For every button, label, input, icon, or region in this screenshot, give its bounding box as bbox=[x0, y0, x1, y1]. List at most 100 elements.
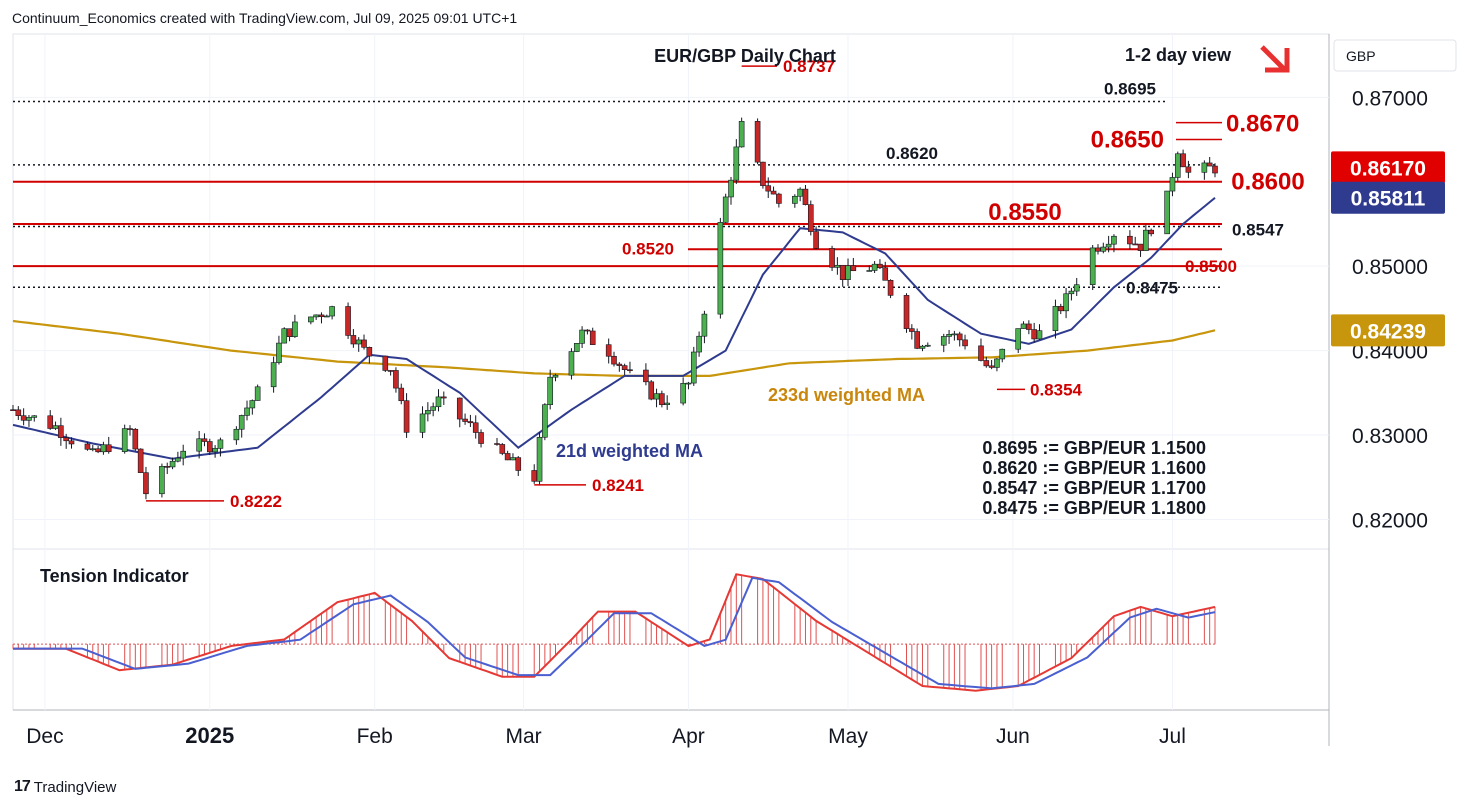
candle-body bbox=[254, 386, 261, 401]
indicator-pane-border bbox=[12, 548, 1330, 711]
candle-body bbox=[510, 457, 516, 461]
candle-body bbox=[292, 321, 298, 337]
candle-body bbox=[127, 428, 133, 430]
candle-body bbox=[813, 231, 819, 249]
candle-body bbox=[393, 370, 399, 389]
candle-body bbox=[696, 335, 702, 353]
currency-box[interactable] bbox=[1333, 39, 1457, 72]
candle-body bbox=[738, 121, 745, 148]
candle-body bbox=[1127, 235, 1133, 245]
candle-body bbox=[121, 428, 128, 452]
candle-body bbox=[882, 267, 889, 281]
ma233-label: 233d weighted MA bbox=[768, 385, 925, 405]
time-tick-label: Apr bbox=[672, 725, 705, 748]
candle-body bbox=[515, 457, 522, 471]
tension-line-slow bbox=[13, 576, 1216, 690]
chart-credit: Continuum_Economics created with Trading… bbox=[12, 10, 518, 26]
candle-body bbox=[1015, 328, 1022, 350]
time-tick-label: 2025 bbox=[185, 723, 234, 748]
candle-body bbox=[281, 328, 288, 344]
candle-body bbox=[871, 263, 878, 271]
annotation-label: 0.8241 bbox=[592, 476, 644, 495]
candle-body bbox=[350, 335, 357, 345]
candle-body bbox=[962, 339, 968, 347]
candle-body bbox=[839, 264, 846, 280]
candle-body bbox=[770, 190, 777, 195]
price-axis: 0.870000.850000.840000.830000.820000.861… bbox=[1331, 87, 1445, 532]
candle-body bbox=[180, 450, 186, 459]
candle-body bbox=[217, 439, 224, 449]
conversion-row: 0.8547 := GBP/EUR 1.1700 bbox=[982, 478, 1206, 498]
candle-body bbox=[212, 448, 218, 453]
tradingview-logo[interactable]: 17 TradingView bbox=[14, 778, 116, 796]
candle-body bbox=[951, 333, 958, 336]
candle-body bbox=[664, 402, 670, 405]
candle-body bbox=[1052, 306, 1059, 331]
candle-body bbox=[387, 370, 394, 372]
annotation-label: 0.8737 bbox=[783, 57, 835, 76]
candle-body bbox=[648, 381, 655, 400]
candle-body bbox=[1100, 246, 1107, 252]
candle-body bbox=[456, 397, 463, 420]
candle-body bbox=[1073, 284, 1080, 292]
ma21-line bbox=[12, 197, 1216, 460]
candle-body bbox=[1206, 162, 1213, 167]
candle-body bbox=[1164, 190, 1170, 235]
candle-body bbox=[829, 248, 835, 268]
candle-body bbox=[994, 358, 1000, 368]
candle-body bbox=[605, 344, 612, 357]
candle-body bbox=[914, 331, 920, 349]
candle-body bbox=[313, 314, 319, 318]
tradingview-logo-icon: 17 bbox=[14, 778, 31, 795]
candle-body bbox=[1169, 177, 1176, 192]
conversion-table: 0.8695 := GBP/EUR 1.1500 0.8620 := GBP/E… bbox=[982, 438, 1206, 518]
candle-body bbox=[1105, 243, 1112, 248]
level-label: 0.8695 bbox=[1104, 80, 1156, 99]
candle-body bbox=[20, 415, 27, 421]
candle-body bbox=[1031, 329, 1037, 340]
price-badge-label: 0.84239 bbox=[1350, 320, 1426, 343]
candle-body bbox=[286, 328, 293, 337]
candle-body bbox=[909, 328, 915, 332]
candle-body bbox=[100, 444, 107, 453]
time-axis: Dec 2025 Feb Mar Apr May Jun Jul bbox=[26, 723, 1186, 748]
candle-body bbox=[1180, 153, 1186, 168]
candle-body bbox=[531, 470, 538, 482]
candle-body bbox=[425, 410, 431, 415]
candle-body bbox=[52, 425, 59, 429]
candle-body bbox=[568, 351, 575, 376]
candle-body bbox=[419, 413, 426, 433]
candle-body bbox=[270, 362, 277, 388]
levels-layer: 0.8695 0.8620 0.8600 0.8550 0.8547 0.8520 0.85… bbox=[13, 80, 1305, 297]
candle-body bbox=[159, 466, 165, 495]
candle-body bbox=[866, 270, 873, 272]
chart-title: EUR/GBP Daily Chart bbox=[654, 46, 836, 66]
level-label: 0.8547 bbox=[1232, 220, 1284, 239]
candle-body bbox=[478, 432, 484, 444]
ma233-line bbox=[12, 319, 1216, 377]
level-label: 0.8520 bbox=[622, 239, 674, 258]
price-badge bbox=[1331, 181, 1445, 214]
candle-body bbox=[584, 329, 591, 332]
down-arrow-icon bbox=[1260, 45, 1290, 73]
tension-title: Tension Indicator bbox=[40, 566, 189, 586]
candle-body bbox=[1089, 247, 1096, 285]
candle-body bbox=[63, 437, 69, 442]
candle-body bbox=[887, 279, 894, 296]
candle-body bbox=[1057, 306, 1064, 312]
candle-body bbox=[238, 415, 245, 430]
candle-body bbox=[760, 161, 766, 186]
candle-body bbox=[792, 195, 798, 204]
candle-body bbox=[10, 409, 16, 411]
candle-body bbox=[308, 316, 314, 323]
conversion-row: 0.8475 := GBP/EUR 1.1800 bbox=[982, 498, 1206, 518]
ma233-layer bbox=[12, 319, 1216, 377]
candle-body bbox=[137, 448, 144, 473]
candle-body bbox=[802, 188, 809, 205]
candle-body bbox=[403, 400, 410, 433]
candle-body bbox=[47, 415, 54, 429]
candle-body bbox=[345, 306, 351, 336]
candle-body bbox=[382, 355, 389, 371]
candle-body bbox=[988, 365, 995, 368]
